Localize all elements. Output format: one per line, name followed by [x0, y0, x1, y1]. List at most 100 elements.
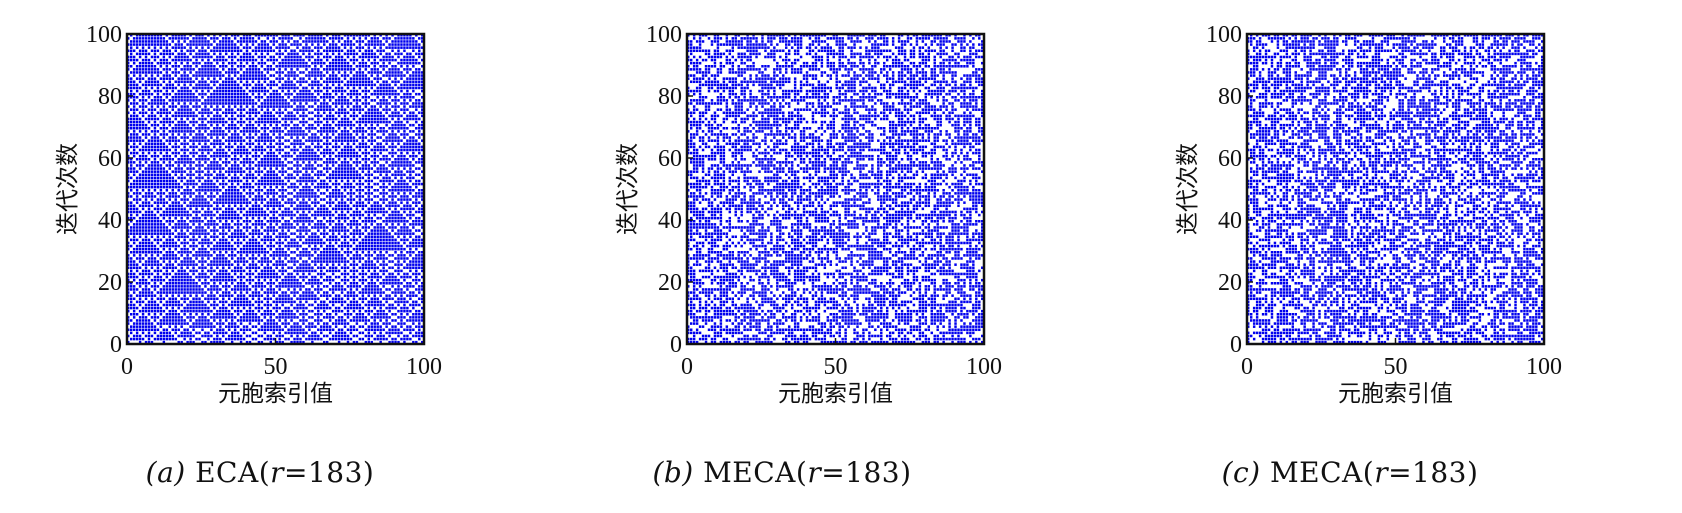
cell	[358, 254, 362, 257]
cell	[340, 192, 344, 195]
cell	[174, 257, 177, 260]
cell	[364, 272, 368, 276]
cell	[183, 278, 186, 282]
cell	[227, 213, 231, 217]
cell	[251, 173, 255, 177]
cell	[308, 278, 311, 282]
cell	[325, 254, 329, 257]
cell	[248, 316, 252, 319]
cell	[198, 185, 201, 189]
cell	[379, 216, 382, 220]
cell	[183, 133, 186, 136]
cell	[219, 130, 222, 133]
cell	[397, 247, 400, 251]
cell	[177, 244, 180, 248]
cell	[150, 182, 154, 186]
cell	[287, 322, 290, 325]
cell	[388, 189, 391, 192]
cell	[186, 173, 189, 177]
cell	[198, 322, 201, 325]
cell	[222, 257, 225, 260]
cell	[269, 158, 272, 161]
cell	[156, 204, 160, 208]
cell	[147, 182, 151, 186]
cell	[358, 210, 362, 214]
cell	[287, 278, 290, 282]
cell	[165, 232, 169, 235]
cell	[406, 337, 409, 341]
cell	[296, 260, 299, 263]
cell	[174, 192, 177, 195]
cell	[388, 145, 391, 149]
cell	[272, 195, 275, 198]
cell	[210, 198, 213, 201]
cell	[213, 238, 216, 242]
cell	[379, 185, 382, 189]
cell	[275, 136, 278, 139]
cell	[391, 272, 394, 276]
cell	[403, 285, 406, 288]
cell	[141, 207, 145, 211]
cell	[242, 164, 246, 167]
cell	[406, 161, 409, 164]
cell	[337, 216, 341, 220]
cell	[248, 164, 252, 167]
cell	[346, 297, 350, 301]
cell	[382, 170, 385, 173]
cell	[204, 201, 207, 204]
cell	[135, 266, 139, 270]
cell	[150, 328, 154, 332]
cell	[346, 285, 350, 288]
cell	[376, 275, 379, 279]
cell	[379, 235, 382, 239]
cell	[367, 247, 371, 251]
cell	[165, 185, 169, 189]
cell	[195, 275, 198, 279]
cell	[287, 154, 290, 158]
cell	[251, 303, 255, 307]
cell	[195, 325, 198, 328]
cell	[325, 139, 329, 142]
cell	[138, 316, 142, 319]
cell	[213, 325, 216, 328]
cell	[144, 195, 148, 198]
cell	[340, 164, 344, 167]
cell	[278, 300, 281, 304]
cell	[186, 204, 189, 208]
cell	[373, 189, 376, 192]
cell	[254, 257, 258, 260]
cell	[328, 142, 332, 146]
cell	[278, 319, 281, 322]
cell	[382, 260, 385, 263]
cell	[337, 145, 341, 149]
cell	[171, 328, 174, 332]
cell	[382, 285, 385, 288]
cell	[159, 151, 163, 155]
cell	[219, 322, 222, 325]
cell	[287, 244, 290, 248]
cell	[293, 130, 296, 133]
cell	[213, 207, 216, 211]
cell	[361, 244, 365, 248]
cell	[162, 213, 166, 217]
cell	[311, 179, 314, 183]
cell	[174, 288, 177, 291]
cell	[251, 297, 255, 301]
cell	[177, 303, 180, 307]
cell	[305, 325, 308, 328]
cell	[138, 164, 142, 167]
cell	[266, 235, 270, 239]
cell	[346, 266, 350, 270]
cell	[266, 294, 270, 297]
cell	[391, 313, 394, 316]
cell	[385, 297, 388, 301]
cell	[334, 288, 338, 291]
cell	[266, 213, 270, 217]
cell	[138, 241, 142, 245]
cell	[379, 223, 382, 226]
cell	[132, 313, 136, 316]
cell	[293, 306, 296, 310]
cell	[171, 337, 174, 341]
cell	[162, 244, 166, 248]
cell	[147, 210, 151, 214]
